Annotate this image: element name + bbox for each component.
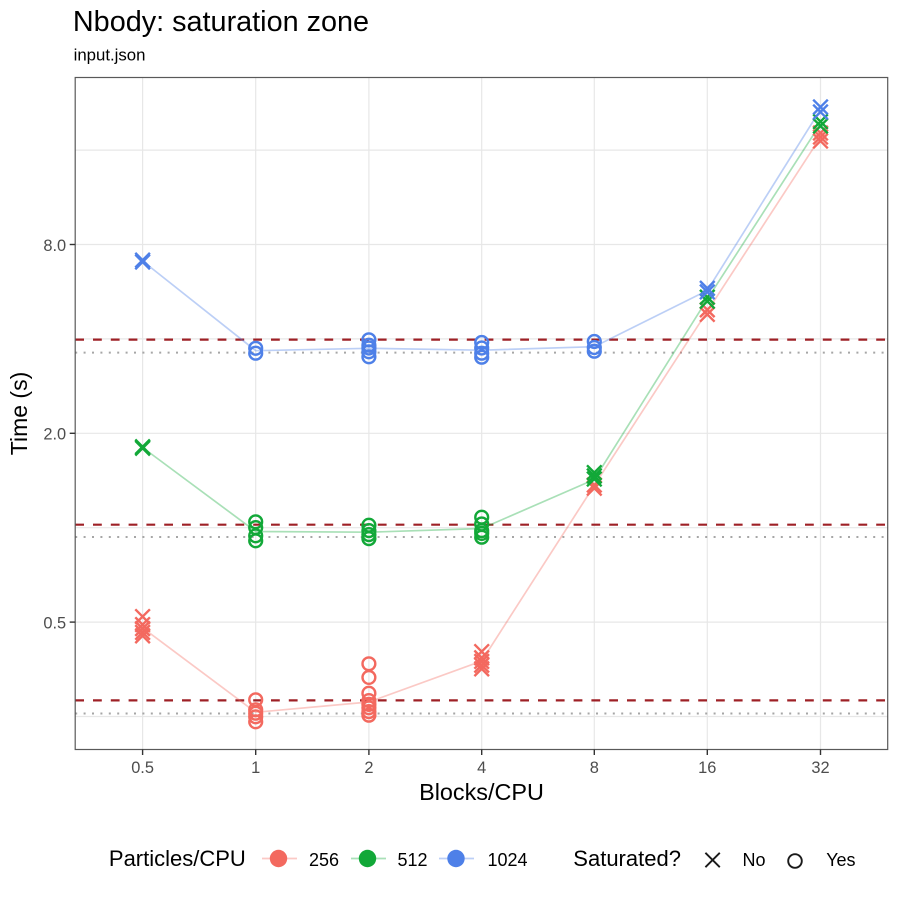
svg-text:Particles/CPU: Particles/CPU: [109, 846, 246, 871]
svg-text:Time (s): Time (s): [6, 372, 32, 455]
svg-text:2.0: 2.0: [43, 426, 66, 444]
svg-text:16: 16: [698, 759, 716, 777]
svg-text:32: 32: [811, 759, 829, 777]
svg-text:No: No: [743, 850, 766, 870]
svg-text:Blocks/CPU: Blocks/CPU: [419, 779, 544, 805]
svg-text:Nbody: saturation zone: Nbody: saturation zone: [73, 6, 369, 38]
svg-text:0.5: 0.5: [43, 614, 66, 632]
svg-text:256: 256: [309, 850, 339, 870]
svg-text:Saturated?: Saturated?: [573, 846, 681, 871]
svg-text:512: 512: [398, 850, 428, 870]
svg-text:2: 2: [364, 759, 373, 777]
svg-text:1024: 1024: [488, 850, 528, 870]
svg-text:1: 1: [251, 759, 260, 777]
svg-text:0.5: 0.5: [131, 759, 154, 777]
svg-text:8.0: 8.0: [43, 237, 66, 255]
svg-text:4: 4: [477, 759, 486, 777]
svg-text:8: 8: [590, 759, 599, 777]
svg-text:Yes: Yes: [826, 850, 855, 870]
svg-text:input.json: input.json: [74, 46, 146, 65]
